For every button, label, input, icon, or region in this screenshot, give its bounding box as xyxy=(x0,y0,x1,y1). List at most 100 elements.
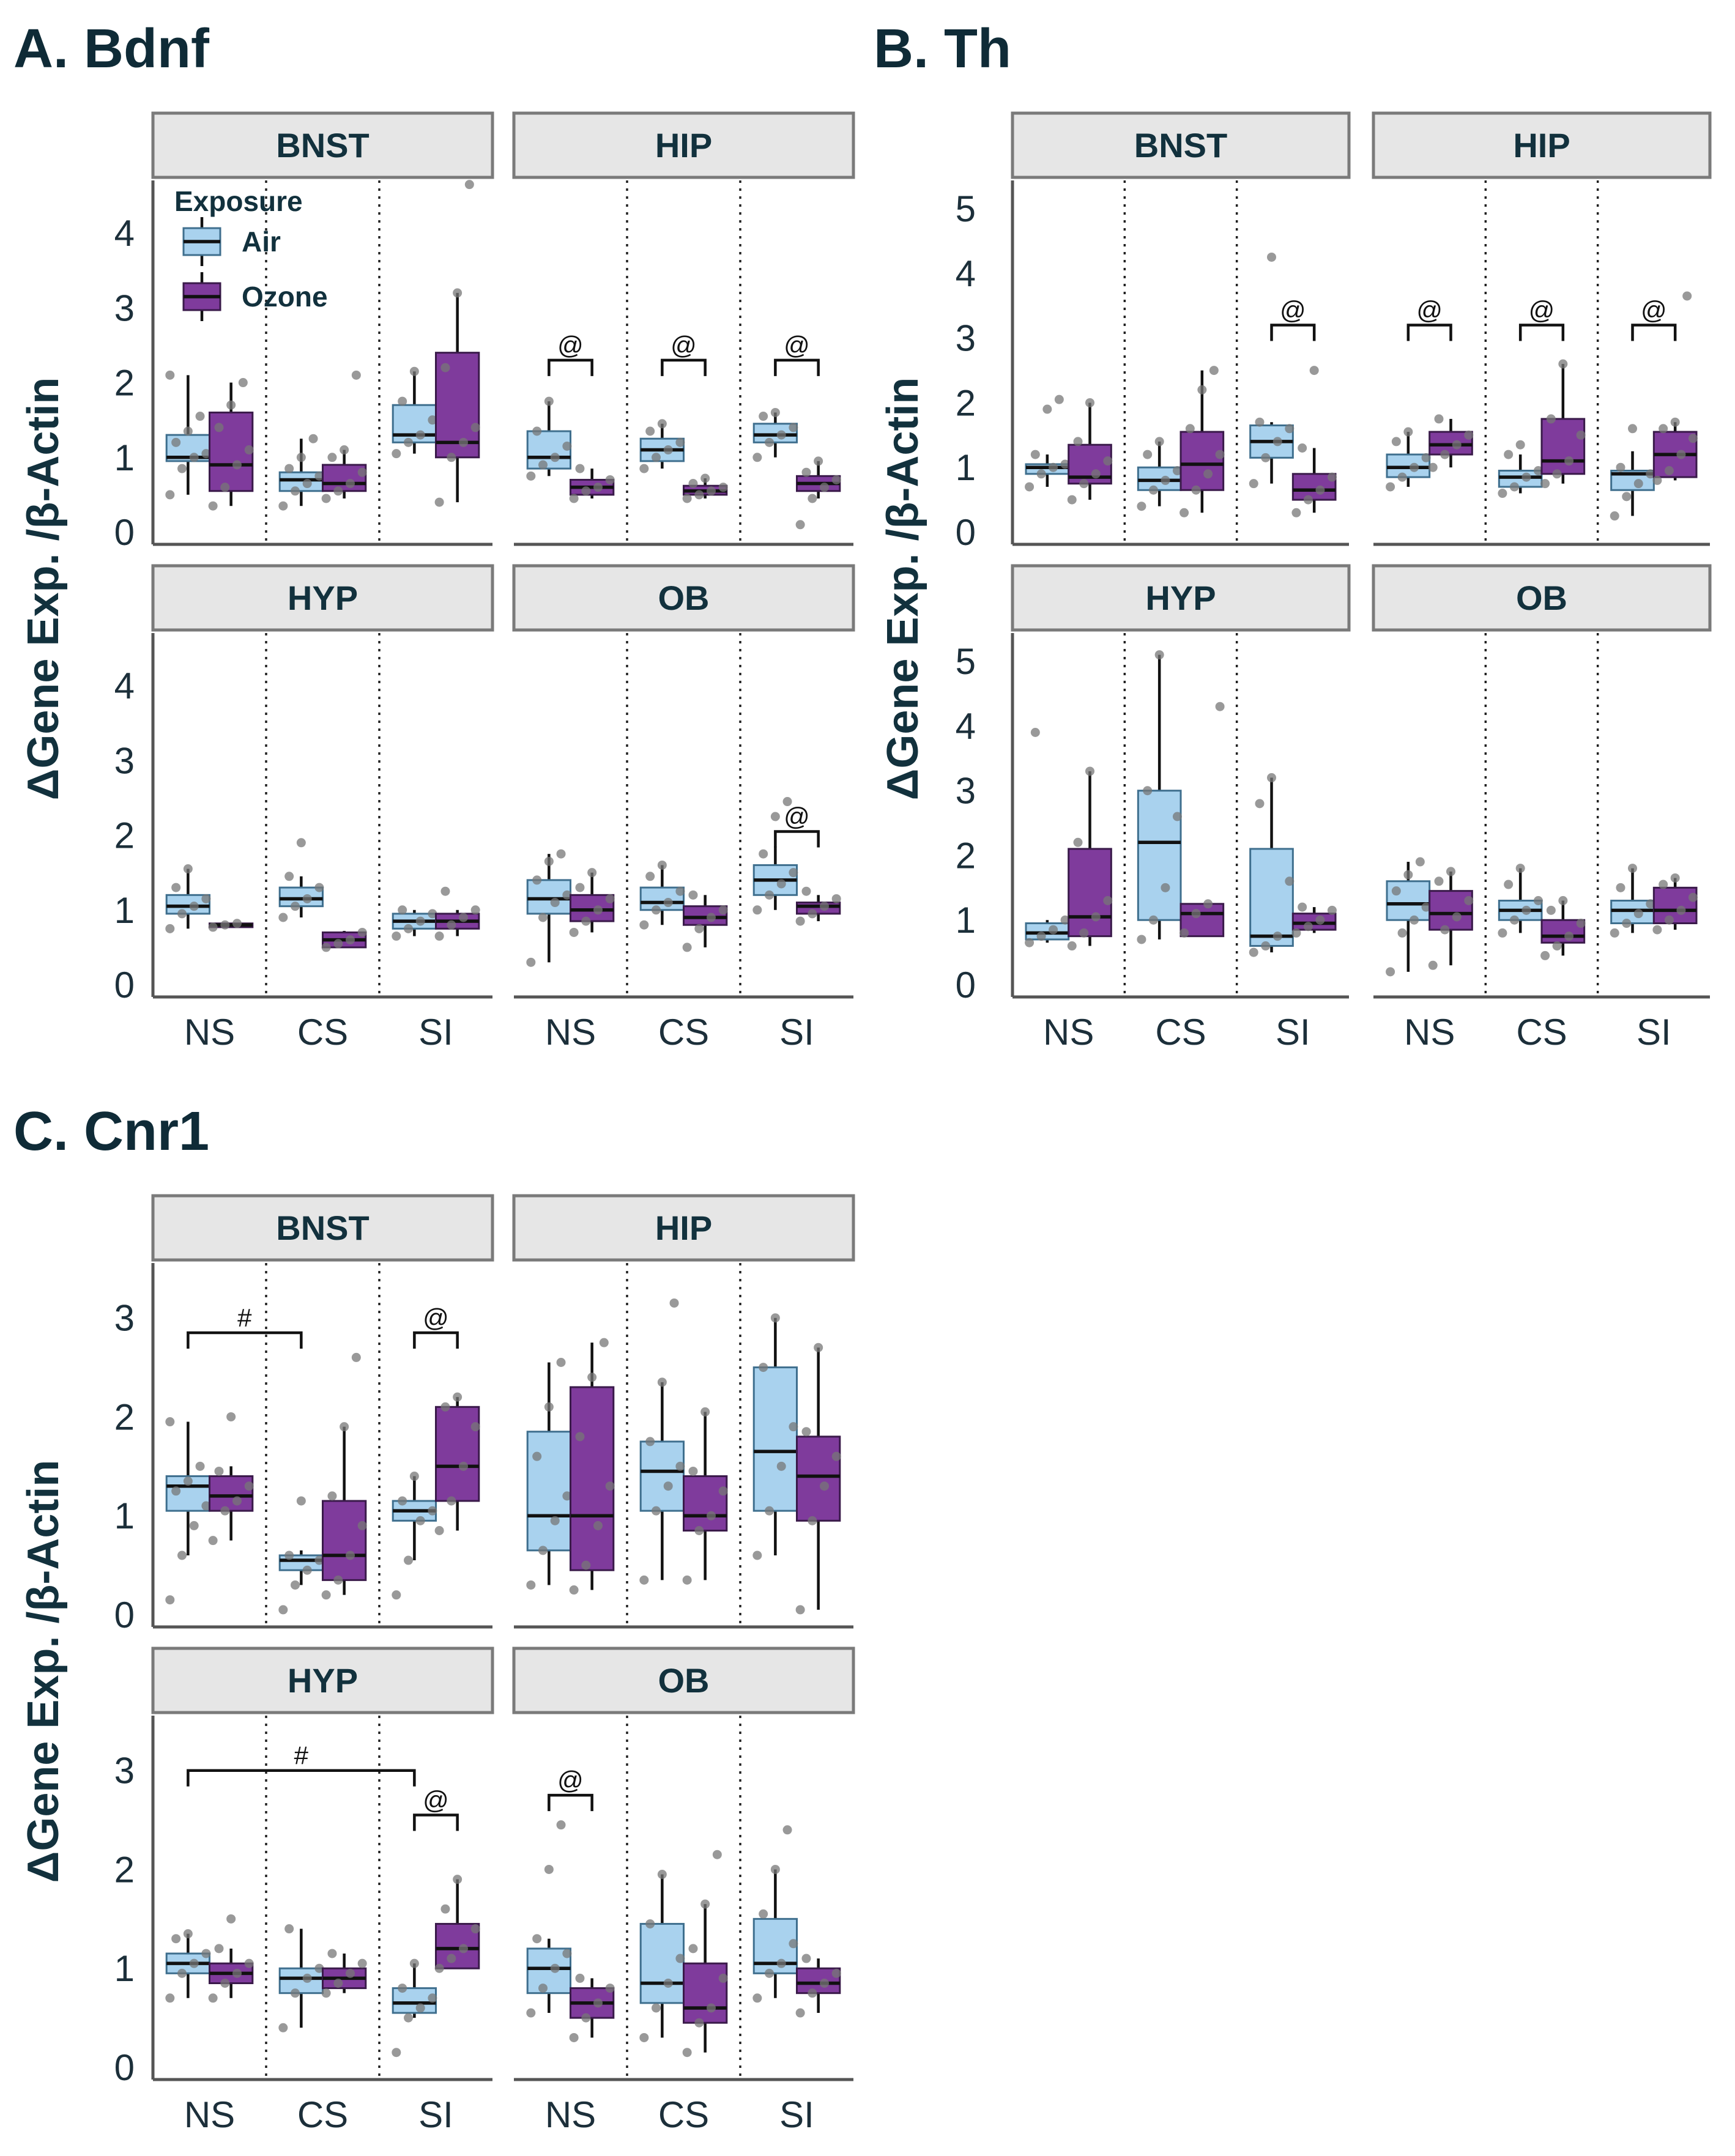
data-point xyxy=(458,913,468,922)
y-tick-label: 1 xyxy=(114,890,135,931)
bracket-line xyxy=(1270,324,1316,341)
data-point xyxy=(189,453,199,462)
data-point xyxy=(327,1949,337,1958)
box-ns-ozone xyxy=(208,919,254,932)
data-point xyxy=(575,1973,585,1983)
x-tick-label: CS xyxy=(1155,1012,1206,1053)
data-point xyxy=(759,1909,768,1919)
box-iqr xyxy=(165,894,211,915)
data-point xyxy=(201,1949,211,1958)
data-point xyxy=(214,1944,224,1954)
data-point xyxy=(831,894,841,903)
data-point xyxy=(1421,902,1431,912)
box-cs-air xyxy=(278,1924,324,2032)
data-point xyxy=(688,479,698,489)
data-point xyxy=(562,1491,572,1501)
data-point xyxy=(1659,424,1668,434)
data-point xyxy=(302,894,312,903)
data-point xyxy=(652,1506,661,1516)
data-point xyxy=(652,2003,661,2013)
data-point xyxy=(770,1864,780,1874)
data-point xyxy=(639,464,649,473)
data-point xyxy=(688,890,698,900)
data-point xyxy=(718,1973,728,1983)
significance-bracket: # xyxy=(187,1741,416,1787)
data-point xyxy=(1415,857,1425,867)
significance-label: @ xyxy=(1280,296,1306,325)
data-point xyxy=(1298,443,1307,453)
y-tick-label: 1 xyxy=(114,1495,135,1536)
box-cs-ozone xyxy=(321,370,367,503)
data-point xyxy=(1391,437,1401,446)
data-point xyxy=(770,407,780,417)
data-point xyxy=(296,838,306,848)
data-point xyxy=(544,396,554,406)
box-ns-air xyxy=(526,849,572,967)
data-point xyxy=(314,883,324,892)
data-point xyxy=(575,464,585,473)
box-iqr xyxy=(322,464,367,492)
data-point xyxy=(1521,905,1531,915)
data-point xyxy=(1209,366,1219,376)
data-point xyxy=(675,1461,685,1471)
data-point xyxy=(351,1352,361,1362)
data-point xyxy=(470,1924,480,1934)
data-point xyxy=(556,1358,566,1367)
box-si-ozone xyxy=(434,1392,480,1535)
data-point xyxy=(1025,938,1035,947)
data-point xyxy=(776,879,786,889)
data-point xyxy=(569,494,579,503)
data-point xyxy=(357,927,367,937)
data-point xyxy=(357,1521,367,1530)
data-point xyxy=(776,1958,786,1968)
data-point xyxy=(428,1506,437,1516)
chart-b: ΔGene Exp. /β-Actin BNST 0 1 2 3 4 5 @ HIP @ @ @ HYP 0… xyxy=(879,111,1712,1053)
data-point xyxy=(1203,899,1213,909)
data-point xyxy=(1143,450,1153,459)
data-point xyxy=(291,1988,300,1998)
facet-strip xyxy=(151,564,494,632)
data-point xyxy=(1255,417,1265,427)
data-point xyxy=(171,1486,181,1496)
data-point xyxy=(801,886,811,896)
y-axis-label: ΔGene Exp. /β-Actin xyxy=(879,377,927,801)
facet-strip xyxy=(512,111,855,179)
data-point xyxy=(700,473,710,483)
data-point xyxy=(357,1958,367,1968)
box-iqr xyxy=(796,902,841,915)
facet-strip-label: OB xyxy=(658,579,710,617)
data-point xyxy=(1434,414,1444,424)
data-point xyxy=(712,1850,722,1859)
box-cs-air xyxy=(639,1298,685,1585)
data-point xyxy=(345,479,355,489)
x-tick-label: SI xyxy=(779,2094,814,2135)
box-si-ozone xyxy=(1652,873,1698,935)
data-point xyxy=(765,1968,775,1978)
significance-label: @ xyxy=(1416,296,1443,325)
data-point xyxy=(333,939,343,949)
data-point xyxy=(291,1580,300,1590)
data-point xyxy=(470,905,480,915)
data-point xyxy=(1197,385,1207,395)
data-point xyxy=(1676,450,1686,459)
data-point xyxy=(1670,873,1680,883)
data-point xyxy=(538,913,548,922)
data-point xyxy=(1403,427,1413,437)
data-point xyxy=(308,434,318,443)
data-point xyxy=(1261,941,1271,951)
box-ns-ozone xyxy=(208,1412,254,1546)
facet-strip-label: HIP xyxy=(655,1209,712,1247)
data-point xyxy=(1267,773,1276,783)
data-point xyxy=(1622,919,1632,928)
chart-a: ΔGene Exp. /β-Actin BNST 0 1 2 3 4 Exposure Air O… xyxy=(19,111,855,1053)
data-point xyxy=(296,1496,306,1506)
data-point xyxy=(244,1958,254,1968)
bracket-line xyxy=(548,358,593,376)
data-point xyxy=(706,486,716,496)
box-si-ozone xyxy=(434,180,480,507)
data-point xyxy=(238,378,248,388)
data-point xyxy=(447,920,456,930)
significance-bracket: @ xyxy=(413,1303,459,1349)
data-point xyxy=(550,1516,560,1525)
data-point xyxy=(550,1963,560,1973)
